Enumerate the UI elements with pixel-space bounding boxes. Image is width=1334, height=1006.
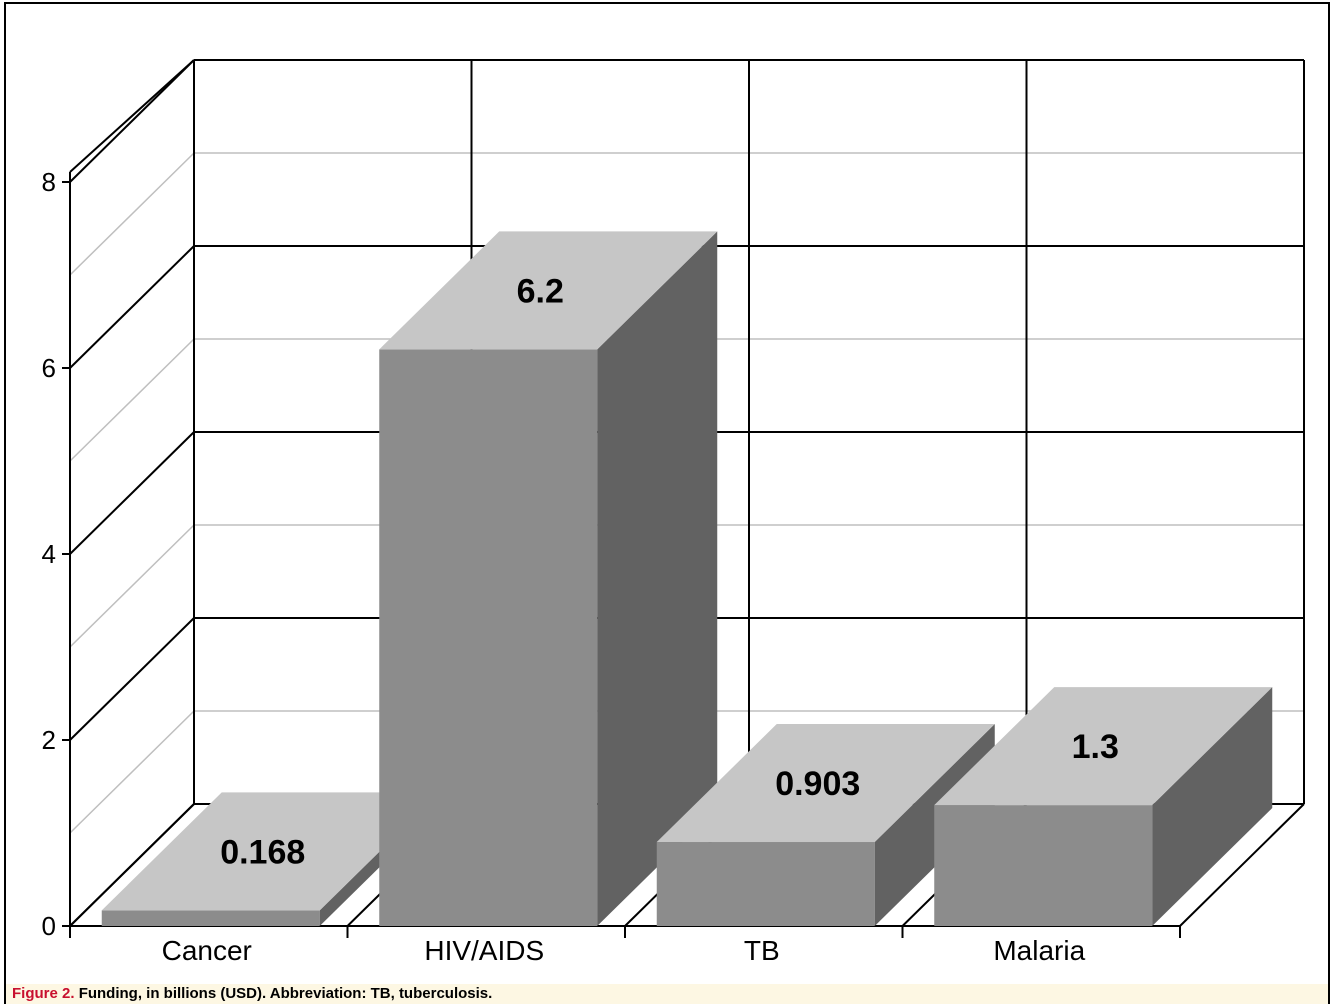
major-gridline <box>69 617 195 741</box>
bar-side <box>1152 687 1273 926</box>
bar-hiv-aids <box>379 231 718 926</box>
y-tick-label: 0 <box>42 911 56 941</box>
minor-gridline <box>69 710 195 834</box>
figure-number: Figure 2. <box>12 985 75 1002</box>
major-gridline <box>69 245 195 369</box>
bar-side <box>597 231 718 926</box>
y-tick-label: 2 <box>42 725 56 755</box>
data-label: 0.903 <box>775 765 860 803</box>
bars <box>101 231 1273 926</box>
bar-front <box>656 842 875 926</box>
y-tick-label: 4 <box>42 539 56 569</box>
major-gridline <box>69 59 195 183</box>
bar-top <box>934 687 1273 806</box>
bar-top <box>379 231 718 350</box>
data-label: 6.2 <box>517 272 564 310</box>
floor-depth-line <box>1179 803 1305 927</box>
figure-caption: Figure 2. Funding, in billions (USD). Ab… <box>6 984 1328 1004</box>
major-gridline <box>69 431 195 555</box>
minor-gridline <box>69 338 195 462</box>
category-label: Malaria <box>993 935 1085 966</box>
caption-text: Funding, in billions (USD). Abbreviation… <box>78 985 493 1002</box>
floor-depth-line <box>69 803 195 927</box>
bar-top <box>656 724 995 843</box>
category-label: Cancer <box>162 935 252 966</box>
data-label: 0.168 <box>220 833 305 871</box>
bar-front <box>379 349 598 926</box>
bar-malaria <box>934 687 1273 926</box>
data-label: 1.3 <box>1072 728 1119 766</box>
y-tick-label: 6 <box>42 353 56 383</box>
minor-gridline <box>69 524 195 648</box>
category-label: TB <box>744 935 780 966</box>
bar-front <box>934 805 1153 926</box>
minor-gridline <box>69 152 195 276</box>
bar-top <box>101 792 440 911</box>
labels: 0 2 4 6 8 0.168 Cancer 6.2 HIV/AIDS 0.903 TB 1.3 Mal… <box>42 167 1119 966</box>
y-tick-label: 8 <box>42 167 56 197</box>
category-label: HIV/AIDS <box>424 935 544 966</box>
y-axis-top-edge <box>69 59 195 173</box>
bar-front <box>101 910 320 926</box>
